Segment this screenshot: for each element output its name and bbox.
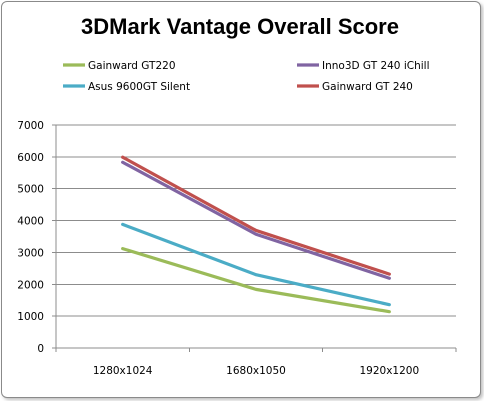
- x-tick-label: 1680x1050: [226, 365, 286, 377]
- y-axis-ticks: 0 1000 2000 3000 4000 5000 6000 7000: [17, 120, 44, 355]
- x-tick-label: 1920x1200: [359, 365, 419, 377]
- chart-title: 3DMark Vantage Overall Score: [81, 14, 399, 39]
- y-tick-label: 6000: [17, 152, 44, 164]
- legend-label: Asus 9600GT Silent: [88, 81, 190, 93]
- x-tick-label: 1280x1024: [93, 365, 153, 377]
- y-tick-label: 4000: [17, 216, 44, 228]
- gridlines: [56, 124, 456, 317]
- y-tick-label: 3000: [17, 247, 44, 259]
- legend: Gainward GT220 Inno3D GT 240 iChill Asus 9…: [63, 60, 429, 93]
- series-line: [121, 247, 391, 314]
- legend-label: Inno3D GT 240 iChill: [322, 60, 429, 72]
- series-lines: [121, 155, 391, 314]
- y-tick-label: 0: [37, 343, 44, 355]
- axes: [52, 124, 457, 352]
- legend-label: Gainward GT 240: [322, 81, 413, 93]
- y-tick-label: 7000: [17, 120, 44, 132]
- x-axis-ticks: 1280x1024 1680x1050 1920x1200: [93, 365, 419, 377]
- legend-label: Gainward GT220: [88, 60, 176, 72]
- y-tick-label: 1000: [17, 311, 44, 323]
- y-tick-label: 2000: [17, 279, 44, 291]
- series-line: [121, 155, 391, 276]
- series-line: [121, 160, 391, 280]
- series-line: [121, 222, 391, 307]
- y-tick-label: 5000: [17, 184, 44, 196]
